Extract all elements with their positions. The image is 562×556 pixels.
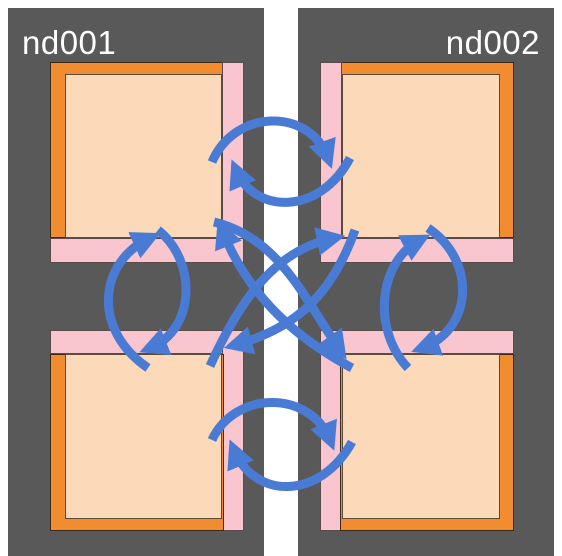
- arrow-right-down: [379, 234, 431, 372]
- subdomain-nd001-bottom-inner: [65, 354, 222, 519]
- arrow-diagonal-br-to-tl: [215, 219, 355, 372]
- arrow-diagonal-tr-to-bl: [223, 228, 360, 355]
- arrow-bottom-left-to-right: [207, 398, 337, 451]
- arrow-diagonal-bl-to-tr: [205, 227, 346, 368]
- node-label-nd001: nd001: [22, 24, 117, 61]
- arrow-left-up: [139, 226, 191, 355]
- node-label-nd002: nd002: [445, 24, 540, 61]
- arrow-top-left-to-right: [207, 116, 336, 169]
- arrow-bottom-right-to-left: [227, 439, 356, 491]
- subdomain-nd002-top-inner: [342, 74, 500, 238]
- arrow-top-right-to-left: [229, 155, 354, 207]
- subdomain-nd002-bottom-inner: [342, 354, 500, 519]
- arrow-left-down: [104, 232, 161, 372]
- arrow-right-up: [411, 224, 467, 356]
